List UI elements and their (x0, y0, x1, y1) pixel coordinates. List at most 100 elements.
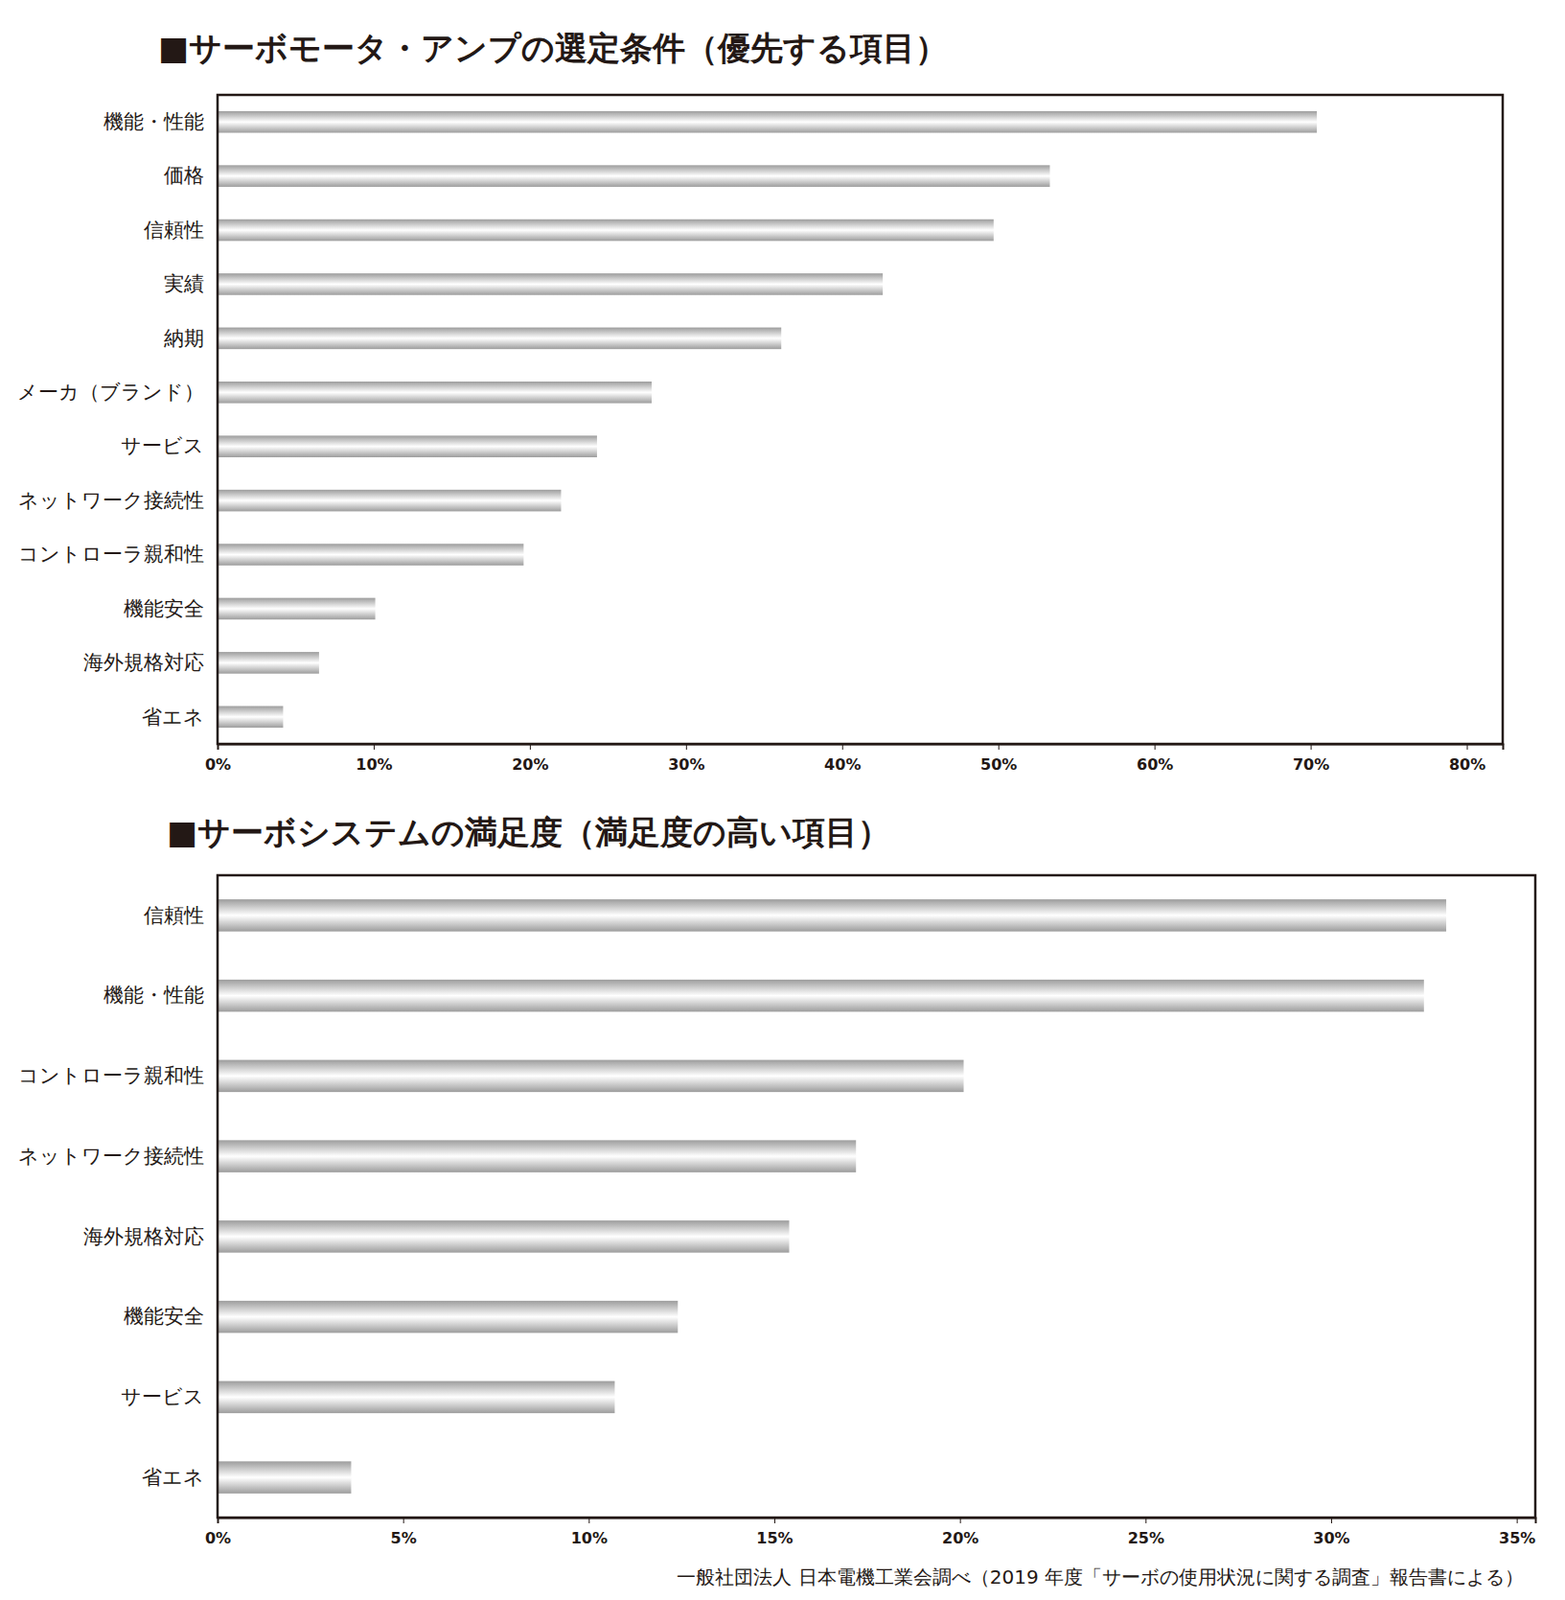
plot-frame (217, 94, 1503, 744)
tick: 15% (756, 1517, 793, 1547)
chart-title: ■サーボモータ・アンプの選定条件（優先する項目） (158, 28, 948, 68)
tick-mark (588, 1517, 590, 1523)
tick: 50% (980, 743, 1017, 774)
bar (217, 598, 376, 621)
tick: 0% (205, 743, 231, 774)
tick-mark (774, 1517, 776, 1523)
tick: 10% (355, 743, 392, 774)
category-label: コントローラ親和性 (18, 1063, 205, 1087)
category-label: 信頼性 (143, 903, 205, 927)
tick: 5% (391, 1517, 417, 1547)
category-label: ネットワーク接続性 (18, 1144, 205, 1168)
tick: ネットワーク接続性 (18, 1144, 205, 1168)
tick-mark (373, 743, 375, 750)
chart: ■サーボシステムの満足度（満足度の高い項目） 0% 5% 10% 15% 20% 25% 30… (18, 812, 1537, 1589)
plot-frame (217, 874, 1536, 1518)
bar (217, 1460, 351, 1494)
bar (217, 1300, 678, 1334)
y-axis: 信頼性機能・性能コントローラ親和性ネットワーク接続性海外規格対応機能安全サービス… (18, 903, 205, 1489)
tick-mark (1517, 1517, 1519, 1523)
tick: 25% (1127, 1517, 1165, 1547)
bar (217, 651, 320, 674)
tick: 省エネ (141, 705, 205, 729)
bar (217, 219, 994, 242)
tick: 海外規格対応 (83, 650, 205, 674)
tick: サービス (120, 1384, 205, 1408)
tick: 30% (1312, 1517, 1350, 1547)
tick-mark (529, 743, 531, 750)
tick: 信頼性 (143, 218, 205, 242)
tick: 80% (1449, 743, 1486, 774)
tick: 海外規格対応 (83, 1224, 205, 1248)
tick: 価格 (163, 163, 205, 187)
tick-label: 80% (1449, 755, 1486, 774)
bar (217, 489, 561, 512)
tick-mark (1331, 1517, 1333, 1523)
bar (217, 706, 283, 729)
tick: 機能安全 (123, 597, 205, 621)
tick-label: 15% (756, 1528, 793, 1547)
tick: 70% (1292, 743, 1330, 774)
tick-label: 0% (205, 755, 231, 774)
tick: 20% (942, 1517, 979, 1547)
axis-line (218, 1518, 1537, 1524)
category-label: 省エネ (141, 705, 205, 729)
tick-label: 10% (355, 755, 392, 774)
tick: 20% (511, 743, 549, 774)
category-label: 省エネ (141, 1465, 205, 1489)
bars (217, 898, 1447, 1494)
tick-label: 35% (1498, 1528, 1536, 1547)
category-label: 機能・性能 (103, 983, 205, 1007)
tick: サービス (120, 434, 205, 458)
tick: 機能・性能 (103, 110, 205, 134)
tick: 60% (1136, 743, 1174, 774)
tick-label: 20% (942, 1528, 979, 1547)
tick: 10% (571, 1517, 608, 1547)
tick-mark (998, 743, 1000, 750)
bar (217, 111, 1317, 134)
tick: 機能・性能 (103, 983, 205, 1007)
category-label: サービス (120, 434, 205, 458)
tick-label: 5% (391, 1528, 417, 1547)
tick-label: 10% (571, 1528, 608, 1547)
chart-canvas: ■サーボモータ・アンプの選定条件（優先する項目） 0% 10% 20% 30% 40% 50… (0, 0, 1565, 1600)
category-label: 海外規格対応 (83, 650, 205, 674)
tick-label: 30% (1312, 1528, 1350, 1547)
category-label: 機能・性能 (103, 110, 205, 134)
x-axis: 0% 10% 20% 30% 40% 50% 60% 70% 80% (205, 743, 1504, 774)
tick-label: 40% (824, 755, 861, 774)
tick-label: 0% (205, 1528, 231, 1547)
tick-mark (403, 1517, 405, 1523)
tick: 40% (824, 743, 861, 774)
x-axis: 0% 5% 10% 15% 20% 25% 30% 35% (205, 1517, 1537, 1547)
category-label: 納期 (163, 326, 205, 350)
chart-title: ■サーボシステムの満足度（満足度の高い項目） (166, 812, 891, 852)
tick-mark (1154, 743, 1156, 750)
tick: 納期 (163, 326, 205, 350)
source-note: 一般社団法人 日本電機工業会調べ（2019 年度「サーボの使用状況に関する調査」… (676, 1565, 1524, 1589)
tick-mark (686, 743, 688, 750)
chart: ■サーボモータ・アンプの選定条件（優先する項目） 0% 10% 20% 30% 40% 50… (17, 28, 1504, 774)
category-label: メーカ（ブランド） (17, 380, 205, 404)
category-label: 機能安全 (123, 1304, 205, 1328)
tick-label: 30% (667, 755, 705, 774)
tick: 機能安全 (123, 1304, 205, 1328)
bar (217, 979, 1425, 1013)
tick: 35% (1498, 1517, 1536, 1547)
category-label: 信頼性 (143, 218, 205, 242)
tick-mark (960, 1517, 962, 1523)
tick-mark (1311, 743, 1312, 750)
category-label: 機能安全 (123, 597, 205, 621)
bar (217, 543, 524, 566)
tick-label: 70% (1292, 755, 1330, 774)
bar (217, 273, 883, 296)
bar (217, 381, 652, 404)
tick: 信頼性 (143, 903, 205, 927)
tick: コントローラ親和性 (18, 542, 205, 566)
bar (217, 1219, 789, 1253)
tick: 30% (667, 743, 705, 774)
tick-label: 25% (1127, 1528, 1165, 1547)
bar (217, 898, 1447, 932)
tick-label: 50% (980, 755, 1017, 774)
bar (217, 1059, 965, 1093)
